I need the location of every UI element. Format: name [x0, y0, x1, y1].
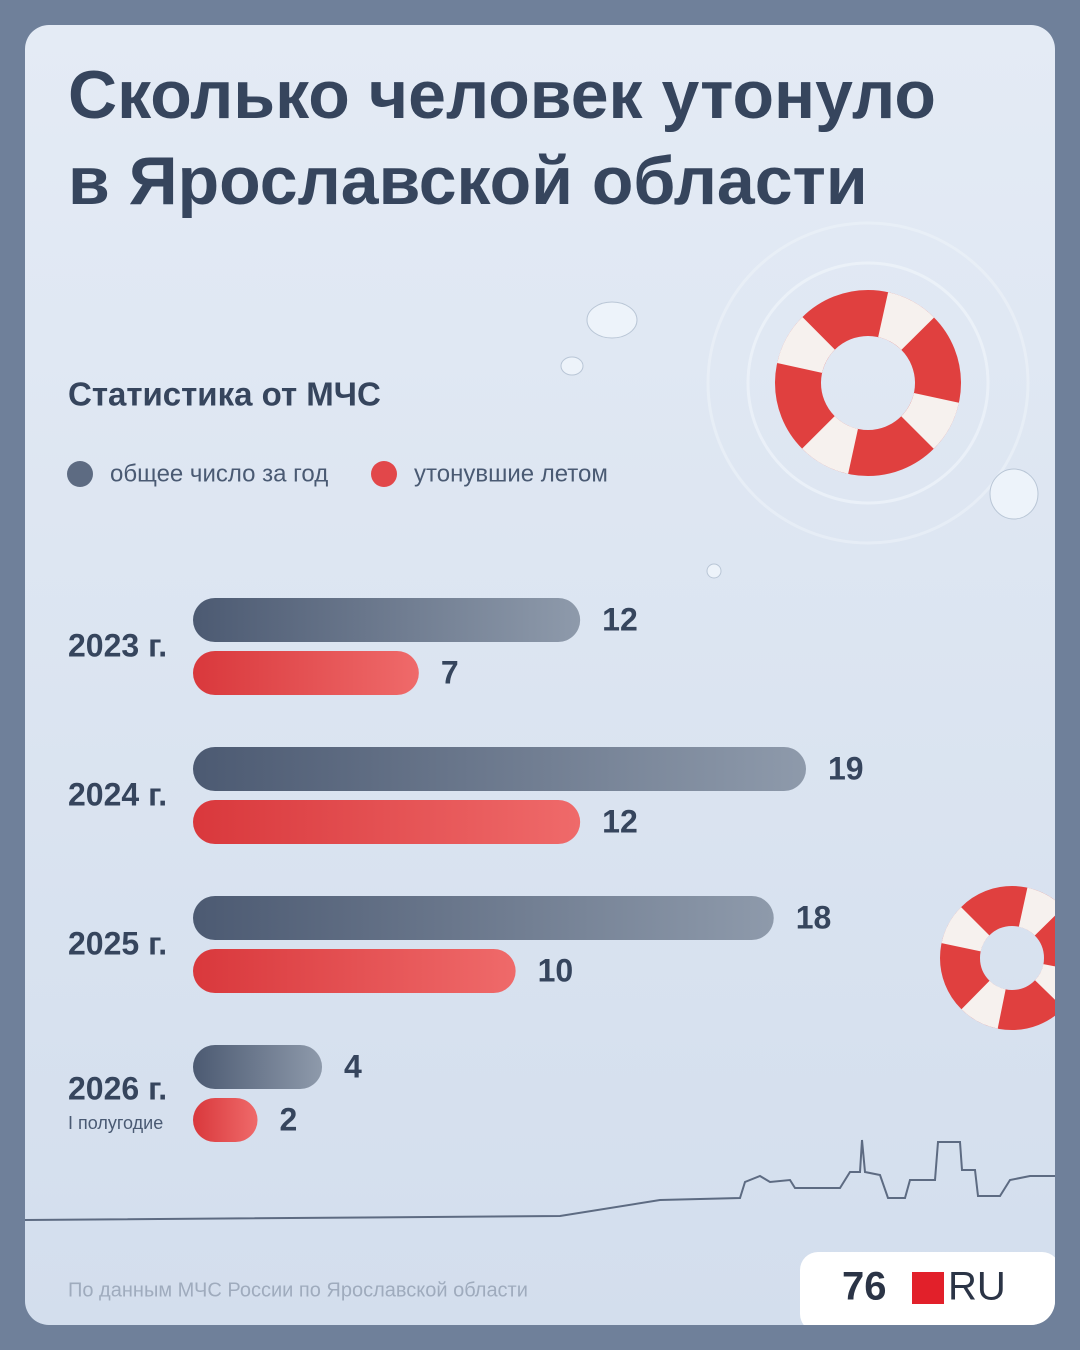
- value-label: 18: [796, 899, 832, 935]
- value-label: 4: [344, 1048, 362, 1084]
- bar: [193, 1045, 323, 1089]
- value-label: 2: [280, 1101, 298, 1137]
- category-label: 2024 г.: [68, 776, 167, 812]
- value-label: 19: [828, 750, 864, 786]
- category-label: 2025 г.: [68, 925, 167, 961]
- bar: [193, 598, 581, 642]
- bar: [193, 800, 581, 844]
- title: Сколько человек утонуло в Ярославской об…: [68, 57, 936, 219]
- bar: [193, 896, 774, 940]
- value-label: 12: [602, 601, 638, 637]
- source: По данным МЧС России по Ярославской обла…: [68, 1279, 528, 1301]
- category-label: 2023 г.: [68, 627, 167, 663]
- logo-text: RU: [948, 1265, 1006, 1309]
- legend-marker: [67, 461, 93, 487]
- legend-label: общее число за год: [110, 460, 328, 487]
- value-label: 12: [602, 803, 638, 839]
- category-note: I полугодие: [68, 1113, 163, 1133]
- value-label: 7: [441, 654, 459, 690]
- value-label: 10: [538, 952, 574, 988]
- logo-number: 76: [842, 1265, 887, 1309]
- bar: [193, 747, 806, 791]
- logo-mark: [912, 1272, 944, 1304]
- bar: [193, 651, 419, 695]
- legend-marker: [371, 461, 397, 487]
- decoration: [25, 221, 1055, 1325]
- legend-label: утонувшие летом: [414, 460, 608, 487]
- subtitle: Статистика от МЧС: [68, 376, 381, 413]
- bar: [193, 1098, 258, 1142]
- category-label: 2026 г.: [68, 1070, 167, 1106]
- bar: [193, 949, 516, 993]
